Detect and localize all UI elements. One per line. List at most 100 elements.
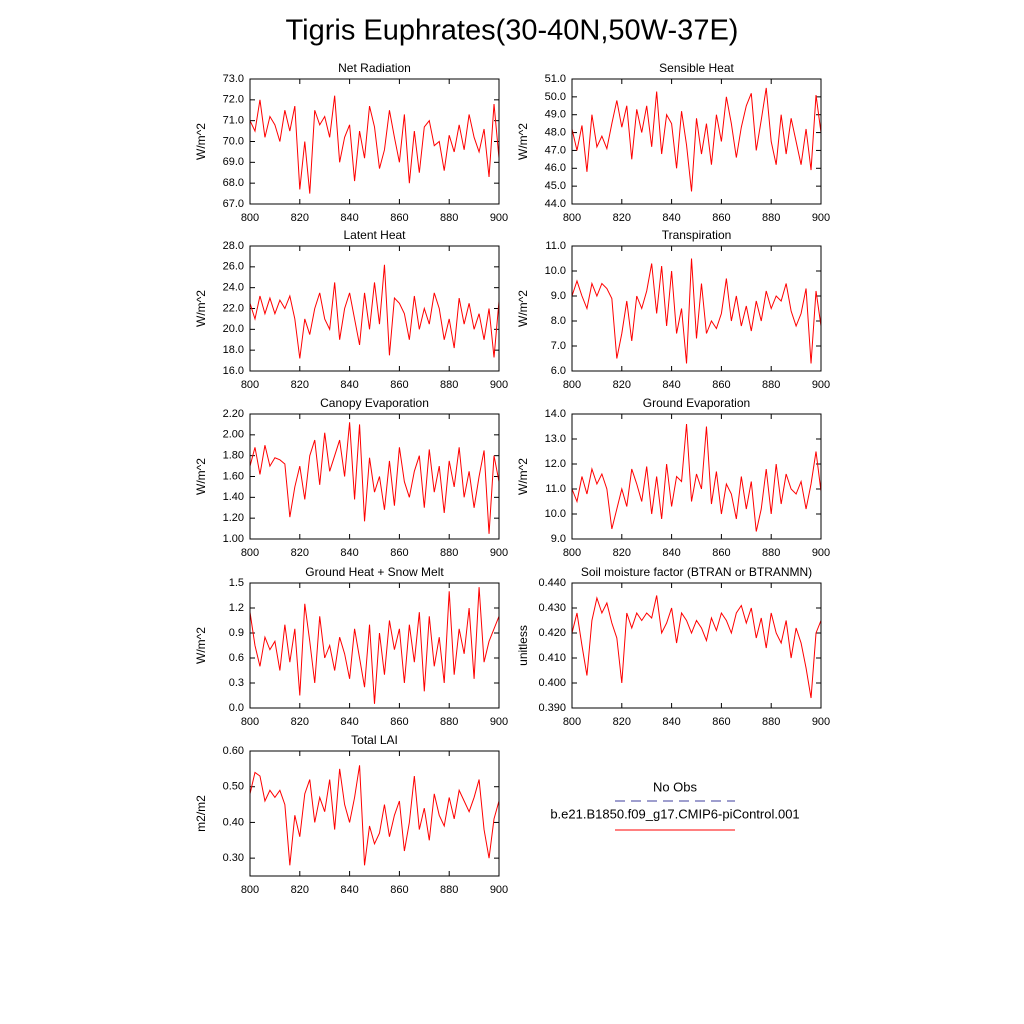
y-tick-label: 0.390 bbox=[538, 702, 566, 714]
x-tick-label: 880 bbox=[440, 716, 458, 728]
x-tick-label: 900 bbox=[812, 212, 830, 224]
y-axis-label: W/m^2 bbox=[194, 627, 208, 664]
x-tick-label: 840 bbox=[662, 716, 680, 728]
y-tick-label: 22.0 bbox=[223, 302, 244, 314]
y-tick-label: 51.0 bbox=[545, 73, 566, 85]
panel-title: Canopy Evaporation bbox=[320, 396, 429, 410]
plot-frame bbox=[571, 245, 822, 372]
data-line bbox=[249, 95, 500, 194]
y-tick-label: 0.440 bbox=[538, 577, 566, 589]
x-tick-label: 800 bbox=[563, 212, 581, 224]
y-tick-label: 14.0 bbox=[545, 408, 566, 420]
x-tick-label: 840 bbox=[340, 716, 358, 728]
x-tick-label: 860 bbox=[390, 212, 408, 224]
panel-title: Transpiration bbox=[662, 228, 732, 242]
y-tick-label: 0.6 bbox=[229, 652, 244, 664]
y-tick-label: 0.50 bbox=[223, 781, 244, 793]
x-tick-label: 880 bbox=[762, 547, 780, 559]
plot-frame bbox=[249, 750, 500, 877]
y-tick-label: 50.0 bbox=[545, 91, 566, 103]
y-tick-label: 18.0 bbox=[223, 344, 244, 356]
x-tick-label: 820 bbox=[291, 884, 309, 896]
x-tick-label: 820 bbox=[613, 716, 631, 728]
x-tick-label: 800 bbox=[563, 379, 581, 391]
y-tick-label: 0.400 bbox=[538, 677, 566, 689]
x-tick-label: 840 bbox=[340, 212, 358, 224]
x-tick-label: 820 bbox=[613, 547, 631, 559]
y-tick-label: 6.0 bbox=[551, 365, 566, 377]
x-tick-label: 880 bbox=[440, 884, 458, 896]
y-tick-label: 8.0 bbox=[551, 315, 566, 327]
x-tick-label: 900 bbox=[490, 884, 508, 896]
y-tick-label: 44.0 bbox=[545, 198, 566, 210]
x-tick-label: 900 bbox=[490, 212, 508, 224]
y-tick-label: 47.0 bbox=[545, 144, 566, 156]
plot-frame bbox=[571, 413, 822, 540]
y-tick-label: 9.0 bbox=[551, 533, 566, 545]
panel-title: Soil moisture factor (BTRAN or BTRANMN) bbox=[581, 565, 812, 579]
legend-label: b.e21.B1850.f09_g17.CMIP6-piControl.001 bbox=[550, 806, 799, 821]
y-tick-label: 28.0 bbox=[223, 240, 244, 252]
x-tick-label: 820 bbox=[291, 212, 309, 224]
y-tick-label: 0.430 bbox=[538, 602, 566, 614]
plot-frame bbox=[249, 78, 500, 205]
y-tick-label: 2.00 bbox=[223, 429, 244, 441]
y-tick-label: 0.410 bbox=[538, 652, 566, 664]
y-tick-label: 1.20 bbox=[223, 512, 244, 524]
x-tick-label: 880 bbox=[762, 716, 780, 728]
y-tick-label: 9.0 bbox=[551, 290, 566, 302]
y-tick-label: 2.20 bbox=[223, 408, 244, 420]
y-tick-label: 1.00 bbox=[223, 533, 244, 545]
y-tick-label: 0.60 bbox=[223, 745, 244, 757]
y-tick-label: 12.0 bbox=[545, 458, 566, 470]
y-tick-label: 16.0 bbox=[223, 365, 244, 377]
y-tick-label: 70.0 bbox=[223, 135, 244, 147]
y-tick-label: 49.0 bbox=[545, 109, 566, 121]
y-tick-label: 46.0 bbox=[545, 162, 566, 174]
x-tick-label: 880 bbox=[440, 379, 458, 391]
data-line bbox=[571, 595, 822, 699]
x-tick-label: 860 bbox=[390, 716, 408, 728]
x-tick-label: 860 bbox=[712, 212, 730, 224]
y-tick-label: 10.0 bbox=[545, 265, 566, 277]
panel-title: Latent Heat bbox=[343, 228, 406, 242]
y-tick-label: 72.0 bbox=[223, 94, 244, 106]
y-tick-label: 1.40 bbox=[223, 491, 244, 503]
y-tick-label: 11.0 bbox=[545, 483, 566, 495]
plot-frame bbox=[249, 582, 500, 709]
y-tick-label: 48.0 bbox=[545, 126, 566, 138]
y-tick-label: 1.2 bbox=[229, 602, 244, 614]
y-axis-label: W/m^2 bbox=[516, 290, 530, 327]
x-tick-label: 900 bbox=[490, 547, 508, 559]
plot-frame bbox=[571, 582, 822, 709]
x-tick-label: 900 bbox=[812, 716, 830, 728]
x-tick-label: 900 bbox=[812, 379, 830, 391]
panel-title: Ground Heat + Snow Melt bbox=[305, 565, 444, 579]
panel-title: Net Radiation bbox=[338, 61, 411, 75]
y-tick-label: 0.30 bbox=[223, 852, 244, 864]
y-axis-label: W/m^2 bbox=[194, 290, 208, 327]
y-tick-label: 69.0 bbox=[223, 156, 244, 168]
x-tick-label: 840 bbox=[340, 884, 358, 896]
y-tick-label: 7.0 bbox=[551, 340, 566, 352]
plot-frame bbox=[571, 78, 822, 205]
x-tick-label: 820 bbox=[613, 212, 631, 224]
x-tick-label: 860 bbox=[390, 379, 408, 391]
y-tick-label: 24.0 bbox=[223, 282, 244, 294]
y-tick-label: 67.0 bbox=[223, 198, 244, 210]
y-axis-label: W/m^2 bbox=[516, 123, 530, 160]
y-tick-label: 0.0 bbox=[229, 702, 244, 714]
x-tick-label: 800 bbox=[241, 212, 259, 224]
y-axis-label: m2/m2 bbox=[194, 795, 208, 832]
y-tick-label: 1.60 bbox=[223, 470, 244, 482]
x-tick-label: 860 bbox=[712, 379, 730, 391]
y-tick-label: 26.0 bbox=[223, 261, 244, 273]
x-tick-label: 820 bbox=[291, 379, 309, 391]
x-tick-label: 840 bbox=[340, 379, 358, 391]
y-tick-label: 10.0 bbox=[545, 508, 566, 520]
y-axis-label: W/m^2 bbox=[516, 458, 530, 495]
plot-frame bbox=[249, 413, 500, 540]
x-tick-label: 900 bbox=[490, 716, 508, 728]
data-line bbox=[571, 258, 822, 364]
